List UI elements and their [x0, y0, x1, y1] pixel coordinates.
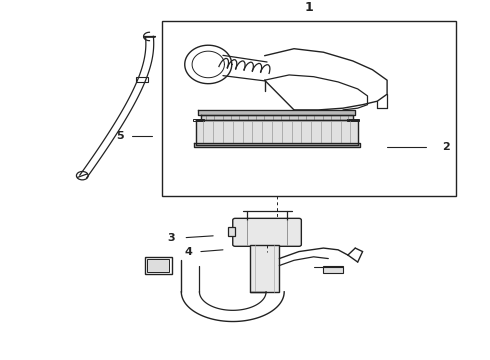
Bar	[136, 77, 147, 82]
Bar	[147, 259, 169, 272]
FancyBboxPatch shape	[233, 219, 301, 246]
Bar	[250, 244, 279, 292]
Bar	[162, 21, 456, 195]
Bar	[347, 119, 359, 121]
Polygon shape	[198, 110, 355, 115]
Polygon shape	[196, 120, 358, 145]
Bar	[193, 119, 204, 121]
Text: 1: 1	[304, 1, 313, 14]
Polygon shape	[194, 143, 360, 147]
Bar	[323, 266, 343, 273]
Bar	[145, 257, 171, 274]
Text: 5: 5	[116, 131, 124, 141]
Text: 2: 2	[442, 141, 450, 152]
Bar	[228, 227, 235, 236]
Text: 3: 3	[168, 233, 175, 243]
Text: 4: 4	[185, 247, 193, 257]
Polygon shape	[201, 115, 353, 120]
